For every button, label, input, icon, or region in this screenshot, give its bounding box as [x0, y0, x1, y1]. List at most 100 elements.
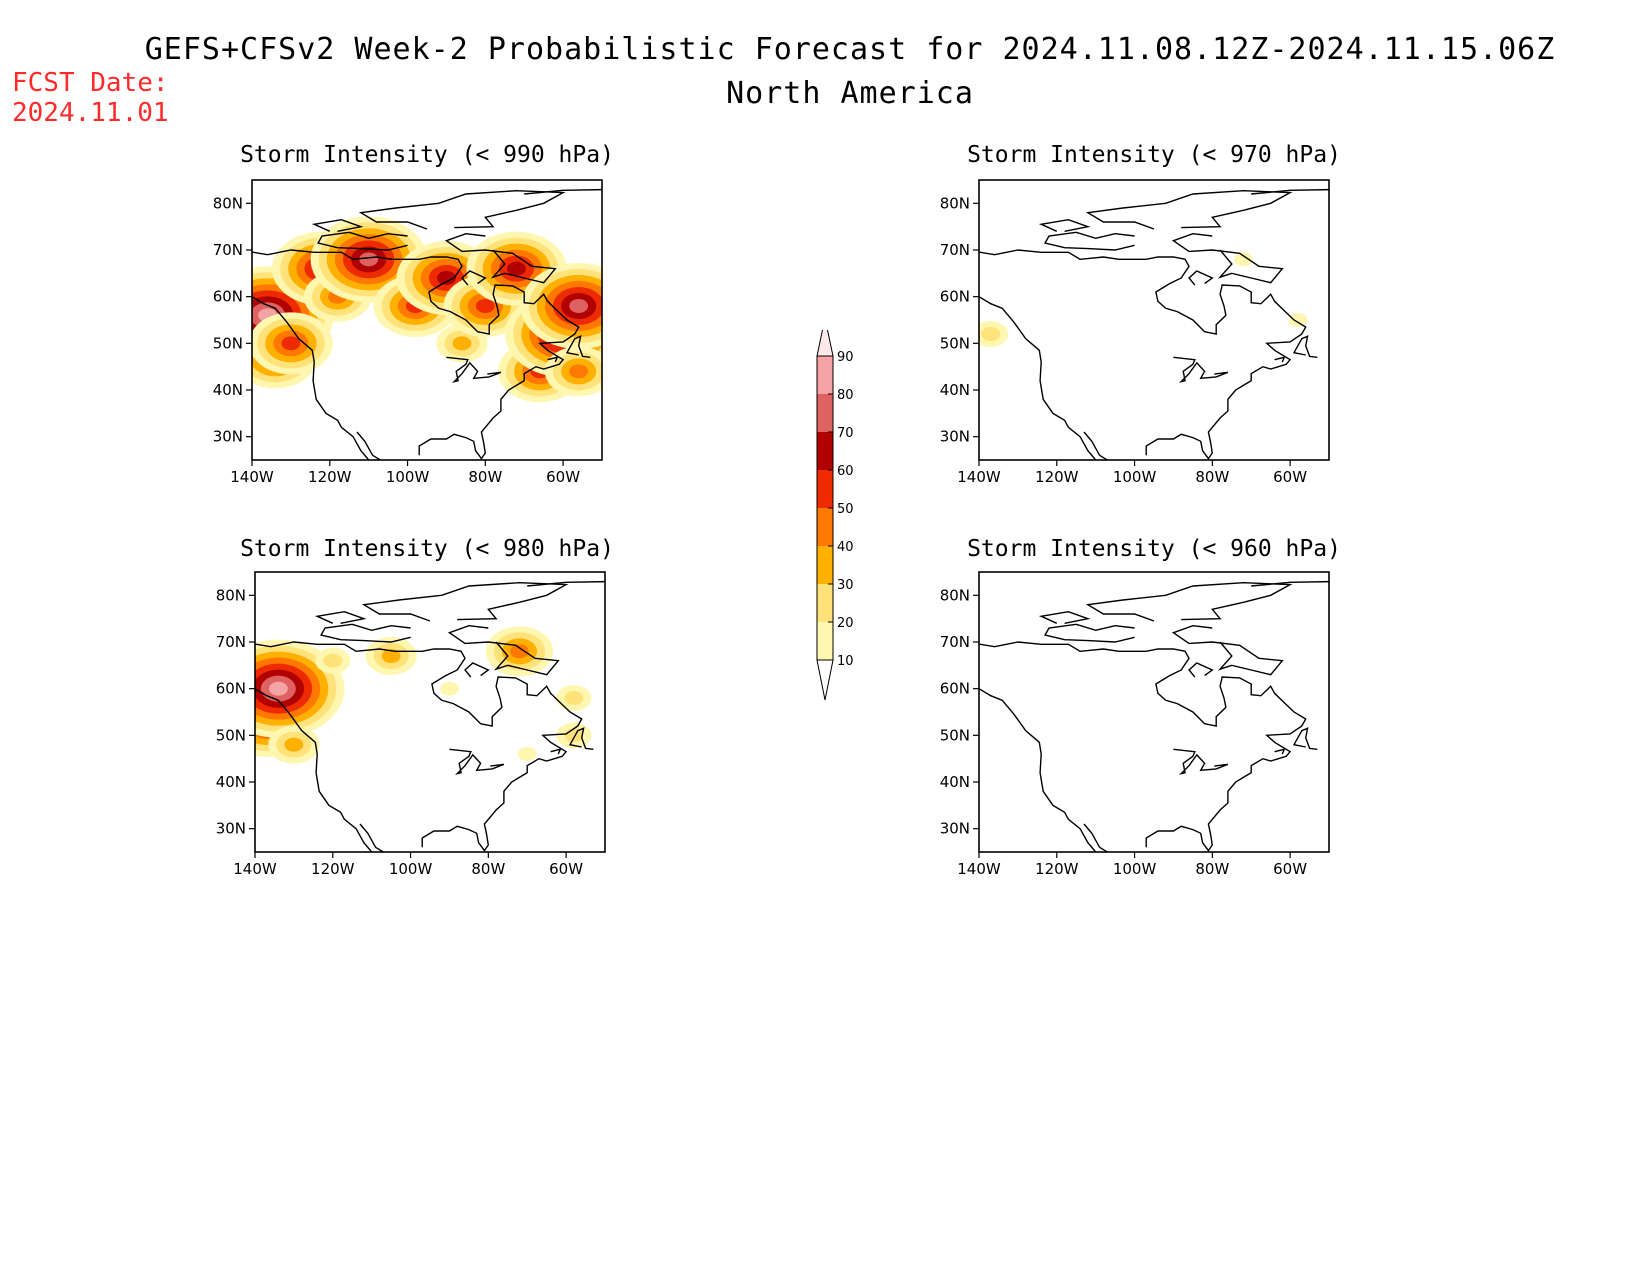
map-frame	[251, 179, 603, 461]
coastline	[1044, 231, 1135, 251]
colorbar-segment	[817, 546, 833, 584]
probability-region	[509, 644, 529, 659]
colorbar-label: 10	[837, 654, 854, 669]
probability-region	[564, 728, 584, 743]
panel-title-960: Storm Intensity (< 960 hPa)	[967, 536, 1341, 562]
probability-region	[981, 327, 1001, 341]
lat-tick-label: 80N	[213, 194, 243, 212]
colorbar-label: 70	[837, 426, 854, 441]
lon-tick-label: 100W	[1113, 860, 1157, 878]
map-frame	[254, 571, 606, 853]
lon-tick-label: 140W	[957, 468, 1001, 486]
lat-tick-label: 80N	[940, 586, 970, 604]
probability-region	[323, 653, 343, 668]
coastline	[1251, 188, 1329, 195]
colorbar-segment	[817, 432, 833, 470]
lat-tick-label: 70N	[940, 241, 970, 259]
lon-tick-label: 100W	[389, 860, 433, 878]
coastline	[317, 231, 408, 251]
probability-region	[281, 336, 301, 351]
colorbar-segment	[817, 356, 833, 394]
probability-region	[381, 649, 401, 663]
lat-tick-label: 50N	[213, 334, 243, 352]
main-title: GEFS+CFSv2 Week-2 Probabilistic Forecast…	[144, 32, 1556, 67]
colorbar-legend: 10 20 30 40 50 60 70 80 90	[816, 330, 854, 701]
map-panel-960: 80N 70N 60N 50N 40N 30N 140W 120W 100W 80W 60W	[940, 571, 1330, 878]
colorbar-label: 80	[837, 388, 854, 403]
coastline-group	[255, 580, 605, 852]
lat-tick-label: 70N	[216, 633, 246, 651]
colorbar-segment	[817, 394, 833, 432]
lat-tick-label: 50N	[940, 334, 970, 352]
colorbar-segment	[817, 584, 833, 622]
colorbar-label: 50	[837, 502, 854, 517]
probability-region	[452, 336, 472, 351]
lat-tick-label: 40N	[213, 381, 243, 399]
coastline	[356, 431, 381, 460]
forecast-date-label: FCST Date:	[12, 68, 169, 98]
lon-tick-label: 120W	[1035, 860, 1079, 878]
coastline	[1171, 624, 1284, 676]
colorbar-label: 90	[837, 350, 854, 365]
lat-tick-label: 30N	[940, 820, 970, 838]
lon-tick-label: 120W	[311, 860, 355, 878]
probability-region	[268, 681, 288, 696]
lon-tick-label: 80W	[1195, 468, 1229, 486]
coastline	[979, 688, 1097, 852]
coastline	[1173, 748, 1229, 775]
lat-tick-label: 40N	[216, 773, 246, 791]
panel-title-970: Storm Intensity (< 970 hPa)	[967, 142, 1341, 168]
coastline	[1292, 335, 1318, 358]
coastline	[1188, 270, 1214, 286]
lon-tick-label: 60W	[549, 860, 583, 878]
coastline-group	[252, 188, 602, 460]
lat-tick-label: 60N	[940, 680, 970, 698]
lat-tick-label: 60N	[213, 288, 243, 306]
lat-tick-label: 50N	[216, 726, 246, 744]
probability-region	[439, 681, 459, 696]
lon-tick-label: 80W	[471, 860, 505, 878]
coastline	[1085, 581, 1293, 622]
coastline	[1083, 431, 1108, 460]
coastline	[1188, 662, 1214, 678]
lon-tick-label: 140W	[233, 860, 277, 878]
coastline	[550, 748, 562, 755]
lat-tick-label: 40N	[940, 773, 970, 791]
coastline	[314, 610, 367, 624]
probability-region	[506, 261, 526, 276]
coastline	[1173, 356, 1229, 383]
colorbar-label: 40	[837, 540, 854, 555]
lon-tick-label: 60W	[546, 468, 580, 486]
coastline	[1251, 580, 1329, 587]
coastline	[311, 218, 364, 232]
forecast-date-value: 2024.11.01	[12, 98, 169, 128]
coastline	[1038, 218, 1091, 232]
probability-region	[359, 252, 379, 267]
lon-tick-label: 140W	[230, 468, 274, 486]
coastline	[255, 641, 583, 852]
panel-title-990: Storm Intensity (< 990 hPa)	[240, 142, 614, 168]
map-frame	[978, 179, 1330, 461]
coastline	[361, 581, 569, 622]
coastline	[568, 727, 594, 750]
coastline	[527, 580, 605, 587]
lat-tick-label: 40N	[940, 381, 970, 399]
lat-tick-label: 60N	[216, 680, 246, 698]
colorbar-segment	[817, 508, 833, 546]
probability-region	[569, 299, 589, 313]
probability-region	[475, 299, 495, 313]
lat-tick-label: 80N	[216, 586, 246, 604]
coastline	[547, 356, 559, 363]
probability-region	[1233, 252, 1253, 267]
coastline	[464, 662, 490, 678]
lat-tick-label: 70N	[940, 633, 970, 651]
coastline	[358, 189, 566, 230]
lon-tick-label: 140W	[957, 860, 1001, 878]
probability-shading	[255, 626, 592, 764]
coastline-group	[979, 188, 1329, 460]
lon-tick-label: 100W	[1113, 468, 1157, 486]
colorbar-label: 20	[837, 616, 854, 631]
coastline	[979, 249, 1307, 460]
probability-region	[436, 271, 456, 285]
coastline	[444, 232, 557, 284]
